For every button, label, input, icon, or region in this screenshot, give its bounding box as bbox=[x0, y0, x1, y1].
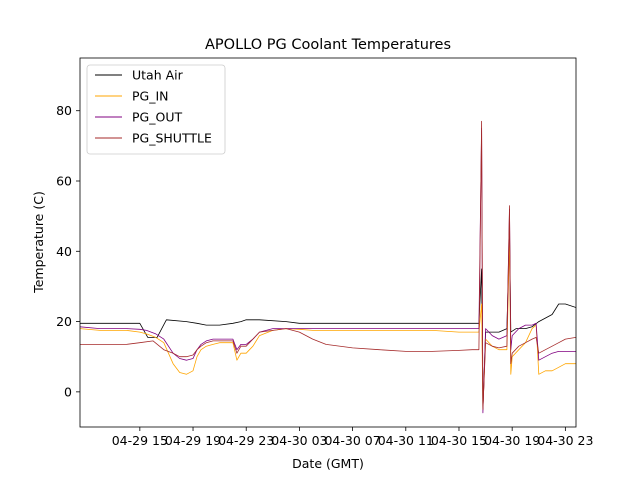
legend-box bbox=[86, 64, 226, 155]
series-line-pg-shuttle bbox=[80, 120, 576, 410]
chart-title: APOLLO PG Coolant Temperatures bbox=[205, 37, 451, 53]
x-tick-label: 04-30 23 bbox=[537, 433, 593, 448]
series-line-utah-air bbox=[80, 233, 576, 410]
x-tick-label: 04-30 15 bbox=[431, 433, 487, 448]
x-tick-label: 04-30 11 bbox=[378, 433, 434, 448]
series-line-pg-out bbox=[80, 127, 576, 414]
legend-label: Utah Air bbox=[132, 68, 184, 83]
y-tick-label: 0 bbox=[64, 384, 72, 399]
x-tick-label: 04-29 23 bbox=[218, 433, 274, 448]
legend-label: PG_SHUTTLE bbox=[132, 131, 212, 146]
legend-label: PG_OUT bbox=[132, 110, 182, 125]
x-tick-label: 04-30 07 bbox=[324, 433, 380, 448]
x-axis-label: Date (GMT) bbox=[292, 456, 364, 471]
x-tick-label: 04-29 19 bbox=[165, 433, 221, 448]
legend-label: PG_IN bbox=[132, 89, 169, 104]
y-tick-label: 20 bbox=[56, 314, 72, 329]
x-tick-label: 04-30 19 bbox=[484, 433, 540, 448]
x-tick-label: 04-30 03 bbox=[271, 433, 327, 448]
y-axis-label: Temperature (C) bbox=[31, 191, 46, 294]
plot-frame bbox=[79, 57, 577, 428]
series-layer bbox=[80, 120, 576, 414]
series-line-pg-in bbox=[80, 240, 576, 410]
y-tick-label: 40 bbox=[56, 244, 72, 259]
y-tick-label: 80 bbox=[56, 103, 72, 118]
legend: Utah Air PG_IN PG_OUT PG_SHUTTLE bbox=[86, 64, 226, 155]
y-tick-label: 60 bbox=[56, 174, 72, 189]
x-tick-label: 04-29 15 bbox=[112, 433, 168, 448]
y-axis: 0 20 40 60 80 bbox=[56, 103, 80, 399]
